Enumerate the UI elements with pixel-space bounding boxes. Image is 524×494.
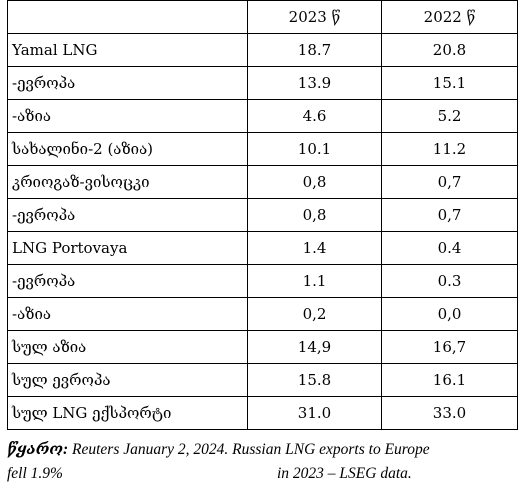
table-row: სულ აზია 14,9 16,7 (7, 330, 518, 364)
row-label: სულ LNG ექსპორტი (7, 396, 248, 430)
table-row: სახალინი-2 (აზია) 10.1 11.2 (7, 132, 518, 166)
header-empty-cell (7, 0, 248, 34)
value-2022: 20.8 (381, 33, 518, 67)
table-row: -აზია 0,2 0,0 (7, 297, 518, 331)
source-text: Reuters January 2, 2024. Russian LNG exp… (68, 441, 430, 458)
value-2023: 10.1 (247, 132, 382, 166)
value-2022: 0,0 (381, 297, 518, 331)
source-line-1: წყარო: Reuters January 2, 2024. Russian … (7, 438, 522, 462)
value-2023: 14,9 (247, 330, 382, 364)
table-row: -ევროპა 0,8 0,7 (7, 198, 518, 232)
table-row: სულ LNG ექსპორტი 31.0 33.0 (7, 396, 518, 430)
header-2023: 2023 წ (247, 0, 382, 34)
table-row: სულ ევროპა 15.8 16.1 (7, 363, 518, 397)
table-row: LNG Portovaya 1.4 0.4 (7, 231, 518, 265)
source-note: წყარო: Reuters January 2, 2024. Russian … (7, 438, 522, 486)
row-label: -აზია (7, 99, 248, 133)
table-row: Yamal LNG 18.7 20.8 (7, 33, 518, 67)
value-2022: 0.4 (381, 231, 518, 265)
value-2023: 15.8 (247, 363, 382, 397)
source-line-2: fell 1.9% in 2023 – LSEG data. (7, 462, 522, 486)
row-label: სულ ევროპა (7, 363, 248, 397)
source-text-part: in 2023 – LSEG data. (277, 465, 412, 482)
table-row: -ევროპა 13.9 15.1 (7, 66, 518, 100)
lng-exports-table: 2023 წ 2022 წ Yamal LNG 18.7 20.8 -ევროპ… (7, 0, 518, 430)
value-2022: 15.1 (381, 66, 518, 100)
row-label: -ევროპა (7, 198, 248, 232)
value-2023: 0,8 (247, 198, 382, 232)
value-2023: 13.9 (247, 66, 382, 100)
value-2022: 16.1 (381, 363, 518, 397)
value-2023: 1.4 (247, 231, 382, 265)
value-2023: 4.6 (247, 99, 382, 133)
row-label: Yamal LNG (7, 33, 248, 67)
row-label: LNG Portovaya (7, 231, 248, 265)
table-row: -აზია 4.6 5.2 (7, 99, 518, 133)
table-row: -ევროპა 1.1 0.3 (7, 264, 518, 298)
value-2023: 0,2 (247, 297, 382, 331)
row-label: -ევროპა (7, 264, 248, 298)
row-label: -აზია (7, 297, 248, 331)
value-2023: 18.7 (247, 33, 382, 67)
value-2022: 5.2 (381, 99, 518, 133)
value-2022: 0,7 (381, 165, 518, 199)
row-label: კრიოგაზ-ვისოცკი (7, 165, 248, 199)
value-2022: 11.2 (381, 132, 518, 166)
header-2022: 2022 წ (381, 0, 518, 34)
source-label: წყარო: (7, 441, 69, 458)
value-2022: 16,7 (381, 330, 518, 364)
value-2023: 31.0 (247, 396, 382, 430)
value-2023: 1.1 (247, 264, 382, 298)
row-label: სულ აზია (7, 330, 248, 364)
row-label: სახალინი-2 (აზია) (7, 132, 248, 166)
value-2023: 0,8 (247, 165, 382, 199)
value-2022: 0.3 (381, 264, 518, 298)
table-row: კრიოგაზ-ვისოცკი 0,8 0,7 (7, 165, 518, 199)
row-label: -ევროპა (7, 66, 248, 100)
value-2022: 0,7 (381, 198, 518, 232)
value-2022: 33.0 (381, 396, 518, 430)
source-text-part: fell 1.9% (7, 465, 63, 482)
table-header-row: 2023 წ 2022 წ (7, 0, 518, 34)
